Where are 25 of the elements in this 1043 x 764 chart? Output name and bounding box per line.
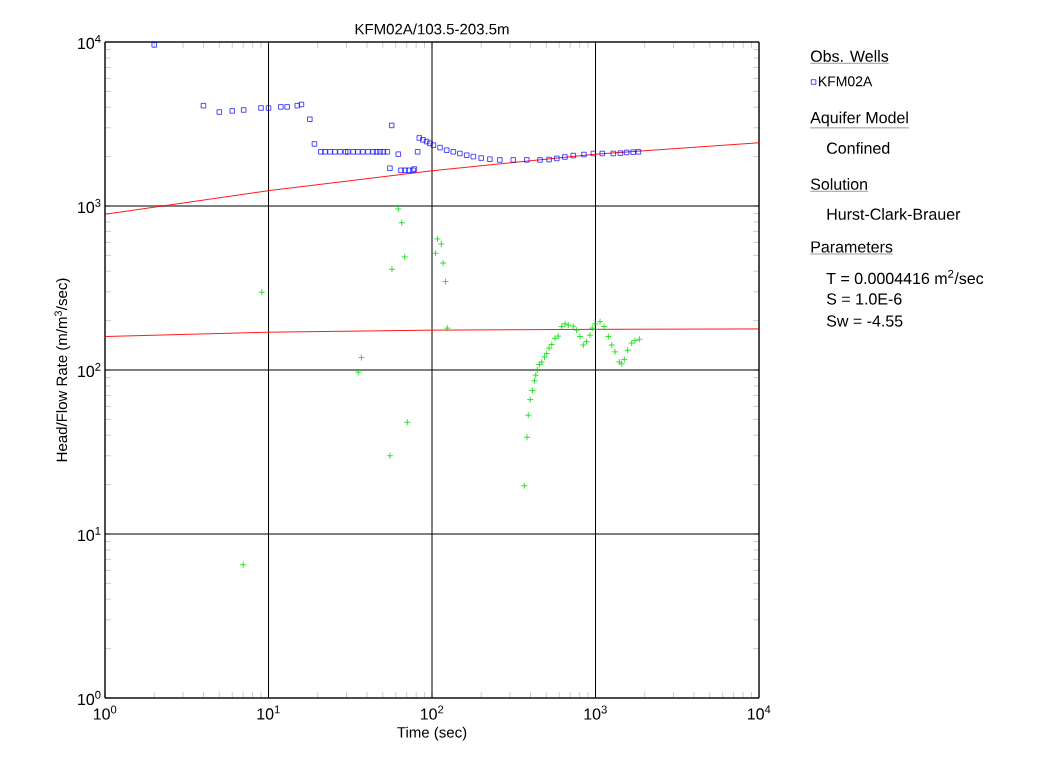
x-tick-label: 10$^{3}$ bbox=[584, 705, 607, 720]
text: T = 0.0004416 m$^{2}$/sec bbox=[826, 269, 984, 285]
text: Hurst-Clark-Brauer bbox=[827, 208, 961, 220]
y-axis-title: Head/Flow Rate (m/m$^{3}$/sec) bbox=[54, 278, 71, 462]
line-series bbox=[104, 142, 760, 215]
text: Solution bbox=[810, 178, 867, 190]
line-series bbox=[104, 328, 760, 337]
legend-title: Obs. Wells bbox=[810, 50, 889, 62]
x-tick-label: 10$^{0}$ bbox=[93, 705, 117, 720]
x-tick-label: 10$^{1}$ bbox=[257, 705, 280, 720]
x-tick-label: 10$^{4}$ bbox=[747, 705, 771, 720]
y-tick-label: 10$^{1}$ bbox=[78, 526, 101, 542]
text: S = 1.0E-6 bbox=[826, 293, 902, 305]
x-axis-title: Time (sec) bbox=[397, 726, 467, 741]
chart-title: KFM02A/103.5-203.5m bbox=[355, 23, 509, 35]
text: Aquifer Model bbox=[810, 111, 908, 127]
text: Sw = -4.55 bbox=[826, 315, 903, 327]
legend-label: KFM02A bbox=[819, 76, 873, 87]
text: Parameters bbox=[811, 241, 893, 253]
x-tick-label: 10$^{2}$ bbox=[420, 705, 444, 720]
y-tick-label: 10$^{2}$ bbox=[78, 362, 101, 378]
y-tick-label: 10$^{0}$ bbox=[78, 690, 101, 706]
y-tick-label: 10$^{4}$ bbox=[78, 34, 101, 50]
y-tick-label: 10$^{3}$ bbox=[78, 198, 101, 214]
text: Confined bbox=[827, 142, 890, 154]
